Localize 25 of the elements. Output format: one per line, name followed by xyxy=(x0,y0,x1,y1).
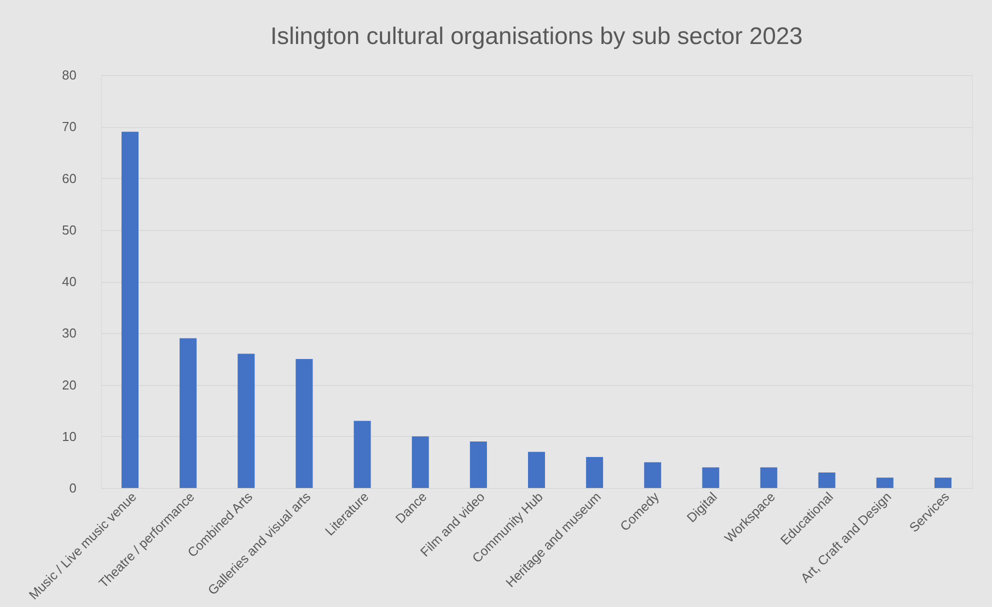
bar xyxy=(470,442,487,488)
y-tick-label: 80 xyxy=(62,68,76,82)
y-tick-label: 50 xyxy=(62,222,76,238)
bar xyxy=(818,472,836,488)
y-tick-label: 0 xyxy=(69,480,76,496)
bar xyxy=(934,478,952,488)
bar xyxy=(296,358,313,488)
bar xyxy=(876,478,894,488)
y-tick-label: 30 xyxy=(62,326,76,341)
bar xyxy=(180,338,197,488)
bar xyxy=(644,462,662,488)
bar xyxy=(528,452,545,488)
y-tick-label: 40 xyxy=(62,274,76,289)
bar xyxy=(586,457,604,488)
bar xyxy=(760,467,778,488)
bar xyxy=(122,132,139,488)
y-tick-label: 10 xyxy=(62,428,76,444)
bar xyxy=(412,436,429,488)
y-tick-label: 60 xyxy=(62,170,76,186)
y-tick-label: 20 xyxy=(62,377,76,392)
chart-title: Islington cultural organisations by sub sector 2023 xyxy=(270,23,803,50)
y-tick-label: 70 xyxy=(62,119,76,134)
bar xyxy=(354,420,371,488)
bar xyxy=(702,467,720,488)
bar xyxy=(238,354,255,488)
